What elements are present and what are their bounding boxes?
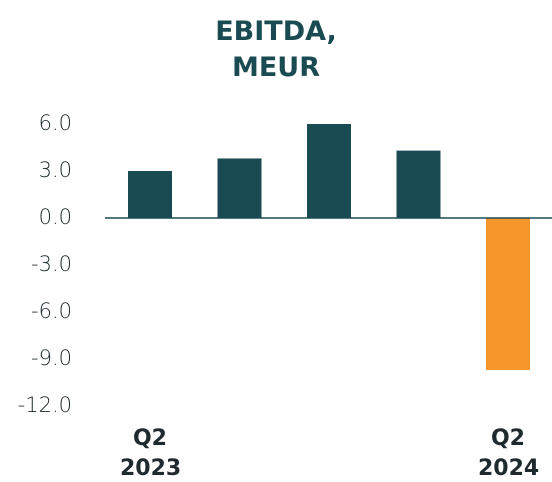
y-tick-label: 0.0 (39, 205, 72, 229)
x-tick-label: Q2 2024 (478, 426, 540, 481)
x-tick-label: Q2 2023 (120, 426, 182, 481)
y-tick-label: 3.0 (39, 158, 72, 182)
bar (128, 171, 172, 218)
y-tick-label: -12.0 (18, 393, 72, 417)
y-tick-label: -9.0 (31, 346, 72, 370)
bar (307, 124, 351, 218)
bar (486, 218, 530, 370)
bar (396, 150, 441, 218)
y-tick-label: 6.0 (39, 111, 72, 135)
bar (217, 158, 262, 218)
y-tick-label: -6.0 (31, 299, 72, 323)
y-tick-label: -3.0 (31, 252, 72, 276)
chart-title: EBITDA, MEUR (215, 16, 337, 83)
